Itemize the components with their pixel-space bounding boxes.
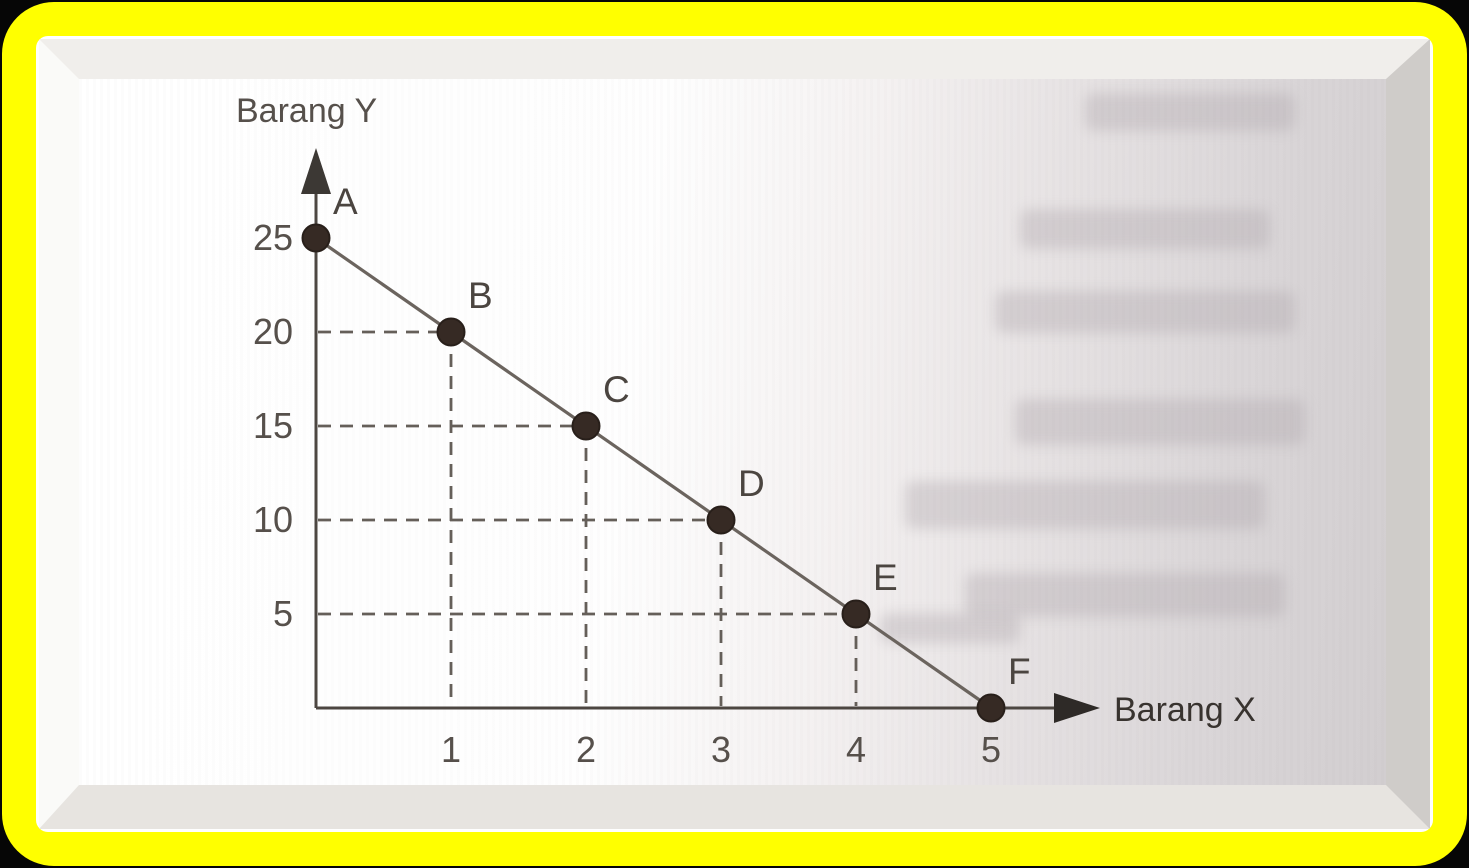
ghost-text-blur — [1020, 209, 1270, 249]
paper-surface — [79, 79, 1386, 785]
scanned-page — [36, 36, 1433, 832]
ghost-text-blur — [1085, 93, 1295, 131]
ghost-text-blur — [905, 481, 1265, 529]
ghost-text-blur — [1015, 399, 1305, 445]
ghost-text-blur — [995, 291, 1295, 333]
page-bevel-frame — [39, 39, 1430, 829]
ghost-text-blur — [880, 613, 1020, 643]
ghost-text-blur — [965, 573, 1285, 617]
